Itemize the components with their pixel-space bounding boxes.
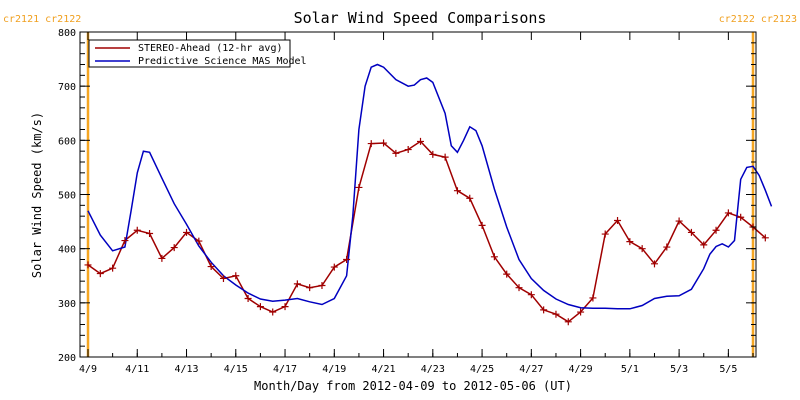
data-point-marker — [109, 264, 117, 272]
data-point-marker — [724, 209, 732, 217]
carrington-marker-label: cr2121 cr2122 — [3, 14, 81, 25]
data-point-marker — [170, 244, 178, 252]
x-axis-label: Month/Day from 2012-04-09 to 2012-05-06 … — [254, 379, 572, 393]
data-point-marker — [601, 230, 609, 238]
data-point-marker — [183, 228, 191, 236]
x-tick-label: 4/23 — [421, 364, 445, 375]
series-markers — [84, 137, 769, 326]
data-point-marker — [663, 243, 671, 251]
series-line-mas-model — [87, 63, 773, 310]
data-point-marker — [712, 226, 720, 234]
data-point-marker — [737, 213, 745, 221]
x-tick-label: 5/1 — [621, 364, 639, 375]
data-point-marker — [330, 263, 338, 271]
x-axis-ticks: 4/9 4/11 4/13 4/15 4/17 4/19 4/21 4/23 4/25 4/27 4… — [79, 32, 754, 375]
y-tick-label: 200 — [58, 353, 76, 364]
data-point-marker — [207, 263, 215, 271]
x-tick-label: 4/9 — [79, 364, 97, 375]
data-point-marker — [367, 140, 375, 148]
y-tick-label: 800 — [58, 28, 76, 39]
series-line-stereo — [87, 140, 766, 323]
data-point-marker — [687, 228, 695, 236]
legend-label-stereo: STEREO-Ahead (12-hr avg) — [138, 43, 283, 54]
data-point-marker — [343, 256, 351, 263]
data-point-marker — [417, 137, 424, 145]
x-tick-label: 5/5 — [719, 364, 737, 375]
y-tick-label: 300 — [58, 299, 76, 310]
data-point-marker — [589, 294, 597, 302]
data-point-marker — [453, 187, 461, 195]
data-point-marker — [232, 272, 240, 280]
data-point-marker — [761, 234, 769, 242]
legend: STEREO-Ahead (12-hr avg) Predictive Scie… — [88, 39, 307, 68]
x-tick-label: 4/15 — [224, 364, 248, 375]
x-tick-label: 4/21 — [372, 364, 396, 375]
data-point-marker — [700, 241, 708, 249]
data-point-marker — [306, 284, 314, 292]
y-tick-label: 400 — [58, 245, 76, 256]
data-point-marker — [515, 284, 523, 292]
data-point-marker — [441, 153, 449, 161]
data-point-marker — [626, 238, 634, 246]
data-point-marker — [84, 261, 92, 269]
data-point-marker — [244, 295, 252, 302]
data-point-marker — [355, 183, 363, 191]
carrington-marker-label: cr2122 cr2123 — [719, 14, 797, 25]
data-point-marker — [540, 306, 548, 314]
x-tick-label: 4/17 — [273, 364, 297, 375]
data-point-marker — [380, 139, 388, 147]
data-point-marker — [195, 237, 203, 245]
data-point-marker — [429, 150, 437, 158]
x-tick-label: 4/13 — [174, 364, 198, 375]
series-lines — [87, 63, 773, 323]
data-point-marker — [527, 291, 535, 299]
data-point-marker — [146, 230, 154, 237]
x-tick-label: 4/29 — [569, 364, 593, 375]
data-point-marker — [219, 274, 227, 282]
y-tick-label: 700 — [58, 82, 76, 93]
data-point-marker — [552, 310, 560, 318]
x-tick-label: 4/19 — [322, 364, 346, 375]
legend-label-mas-model: Predictive Science MAS Model — [138, 56, 307, 67]
data-point-marker — [614, 217, 622, 224]
legend-box — [88, 39, 291, 68]
y-axis-label: Solar Wind Speed (km/s) — [30, 112, 44, 278]
data-point-marker — [96, 270, 104, 278]
data-point-marker — [503, 270, 511, 278]
data-point-marker — [564, 318, 572, 326]
data-point-marker — [404, 146, 412, 154]
plot-frame — [79, 31, 757, 358]
data-point-marker — [293, 280, 301, 288]
data-point-marker — [158, 254, 166, 262]
data-point-marker — [577, 308, 585, 316]
data-point-marker — [281, 303, 289, 311]
data-point-marker — [675, 217, 683, 225]
x-tick-label: 4/27 — [519, 364, 543, 375]
data-point-marker — [318, 282, 326, 289]
y-tick-label: 600 — [58, 136, 76, 147]
data-point-marker — [392, 149, 400, 157]
y-axis-ticks: 200 300 400 500 600 700 800 — [58, 28, 756, 364]
data-point-marker — [466, 194, 474, 202]
data-point-marker — [269, 308, 277, 316]
data-point-marker — [638, 245, 646, 253]
data-point-marker — [121, 237, 129, 245]
y-tick-label: 500 — [58, 191, 76, 202]
data-point-marker — [490, 253, 498, 261]
data-point-marker — [256, 303, 264, 311]
data-point-marker — [478, 221, 486, 229]
x-tick-label: 4/11 — [125, 364, 149, 375]
data-point-marker — [650, 260, 658, 268]
x-tick-label: 5/3 — [670, 364, 688, 375]
x-tick-label: 4/25 — [470, 364, 494, 375]
chart-title: Solar Wind Speed Comparisons — [294, 9, 547, 27]
data-point-marker — [133, 226, 141, 234]
